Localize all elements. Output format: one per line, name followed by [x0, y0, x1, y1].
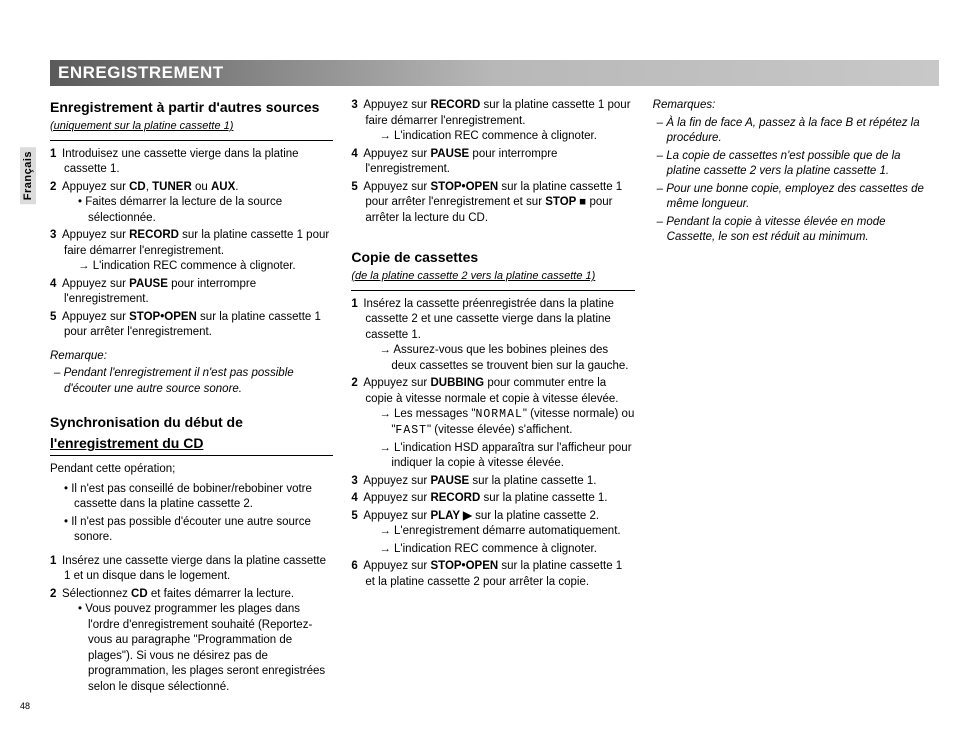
sec2-bullets: Il n'est pas conseillé de bobiner/rebobi… [50, 482, 333, 546]
arrow-note: Assurez-vous que les bobines pleines des… [365, 343, 634, 374]
sec3-steps: 1Insérez la cassette préenregistrée dans… [351, 297, 634, 590]
step-text: Appuyez sur DUBBING pour commuter entre … [363, 377, 618, 405]
list-item: 2Appuyez sur CD, TUNER ou AUX. Faites dé… [50, 180, 333, 227]
arrow-note: L'indication REC commence à clignoter. [365, 542, 634, 558]
arrow-note: L'enregistrement démarre automatiquement… [365, 524, 634, 540]
sec1-steps: 1Introduisez une cassette vierge dans la… [50, 147, 333, 341]
step-text: Appuyez sur STOP•OPEN sur la platine cas… [363, 560, 622, 588]
remarque-item: À la fin de face A, passez à la face B e… [653, 116, 936, 147]
list-item: 2Appuyez sur DUBBING pour commuter entre… [351, 376, 634, 471]
step-text: Appuyez sur RECORD sur la platine casset… [363, 492, 607, 504]
section-header-bar: ENREGISTREMENT [50, 60, 939, 86]
sub-bullets: Faites démarrer la lecture de la source … [64, 195, 333, 226]
remarque-heading: Remarque: [50, 349, 333, 365]
list-item: 5Appuyez sur PLAY ▶ sur la platine casse… [351, 509, 634, 558]
list-item: 1Insérez une cassette vierge dans la pla… [50, 554, 333, 585]
sub-bullets: Vous pouvez programmer les plages dans l… [64, 602, 333, 695]
step-text: Insérez la cassette préenregistrée dans … [363, 298, 614, 341]
arrow-note: Les messages "NORMAL" (vitesse normale) … [365, 407, 634, 438]
step-text: Appuyez sur PAUSE pour interrompre l'enr… [363, 148, 557, 176]
step-text: Sélectionnez CD et faites démarrer la le… [62, 588, 294, 600]
arrow-note: L'indication HSD apparaîtra sur l'affich… [365, 441, 634, 472]
list-item: 3Appuyez sur RECORD sur la platine casse… [351, 98, 634, 145]
page-number: 48 [20, 701, 30, 711]
remarques-heading: Remarques: [653, 98, 936, 114]
column-1: Enregistrement à partir d'autres sources… [50, 98, 333, 703]
sec2-intro: Pendant cette opération; [50, 462, 333, 478]
content-columns: Enregistrement à partir d'autres sources… [50, 98, 936, 703]
step-text: Appuyez sur RECORD sur la platine casset… [363, 99, 630, 127]
step-text: Appuyez sur PLAY ▶ sur la platine casset… [363, 510, 599, 522]
list-item: 2Sélectionnez CD et faites démarrer la l… [50, 587, 333, 696]
list-item: 5Appuyez sur STOP•OPEN sur la platine ca… [351, 180, 634, 227]
step-text: Appuyez sur PAUSE sur la platine cassett… [363, 475, 596, 487]
remarque-item: Pour une bonne copie, employez des casse… [653, 182, 936, 213]
arrow-note: L'indication REC commence à clignoter. [365, 129, 634, 145]
column-3: Remarques: À la fin de face A, passez à … [653, 98, 936, 703]
list-item: 1Introduisez une cassette vierge dans la… [50, 147, 333, 178]
sec1-subhead: (uniquement sur la platine cassette 1) [50, 119, 333, 134]
list-item: 1Insérez la cassette préenregistrée dans… [351, 297, 634, 375]
sec1-heading: Enregistrement à partir d'autres sources [50, 98, 333, 117]
sec2-rule [50, 455, 333, 456]
list-item: 3Appuyez sur PAUSE sur la platine casset… [351, 474, 634, 490]
language-tab: Français [20, 147, 36, 204]
sec2-heading-l1: Synchronisation du début de [50, 413, 333, 432]
section-header-title: ENREGISTREMENT [58, 63, 224, 83]
remarque-item: La copie de cassettes n'est possible que… [653, 149, 936, 180]
bullet-item: Il n'est pas possible d'écouter une autr… [64, 515, 333, 546]
sec3-subhead: (de la platine cassette 2 vers la platin… [351, 269, 634, 284]
remarque-item: Pendant l'enregistrement il n'est pas po… [50, 366, 333, 397]
sec2-heading-l2: l'enregistrement du CD [50, 434, 333, 453]
remarque-item: Pendant la copie à vitesse élevée en mod… [653, 215, 936, 246]
step-text: Appuyez sur RECORD sur la platine casset… [62, 229, 329, 257]
step-text: Appuyez sur PAUSE pour interrompre l'enr… [62, 278, 256, 306]
bullet-item: Vous pouvez programmer les plages dans l… [78, 602, 333, 695]
step-text: Introduisez une cassette vierge dans la … [62, 148, 299, 176]
step-text: Appuyez sur STOP•OPEN sur la platine cas… [363, 181, 622, 224]
list-item: 5Appuyez sur STOP•OPEN sur la platine ca… [50, 310, 333, 341]
sec3-rule [351, 290, 634, 291]
column-2: 3Appuyez sur RECORD sur la platine casse… [351, 98, 634, 703]
sec3-heading: Copie de cassettes [351, 248, 634, 267]
list-item: 6Appuyez sur STOP•OPEN sur la platine ca… [351, 559, 634, 590]
sec2-steps: 1Insérez une cassette vierge dans la pla… [50, 554, 333, 696]
step-text: Insérez une cassette vierge dans la plat… [62, 555, 326, 583]
list-item: 4Appuyez sur PAUSE pour interrompre l'en… [351, 147, 634, 178]
sec1-rule [50, 140, 333, 141]
sec2-steps-cont: 3Appuyez sur RECORD sur la platine casse… [351, 98, 634, 226]
bullet-item: Faites démarrer la lecture de la source … [78, 195, 333, 226]
arrow-note: L'indication REC commence à clignoter. [64, 259, 333, 275]
bullet-item: Il n'est pas conseillé de bobiner/rebobi… [64, 482, 333, 513]
list-item: 4Appuyez sur RECORD sur la platine casse… [351, 491, 634, 507]
list-item: 4Appuyez sur PAUSE pour interrompre l'en… [50, 277, 333, 308]
list-item: 3Appuyez sur RECORD sur la platine casse… [50, 228, 333, 275]
step-text: Appuyez sur CD, TUNER ou AUX. [62, 181, 238, 193]
step-text: Appuyez sur STOP•OPEN sur la platine cas… [62, 311, 321, 339]
